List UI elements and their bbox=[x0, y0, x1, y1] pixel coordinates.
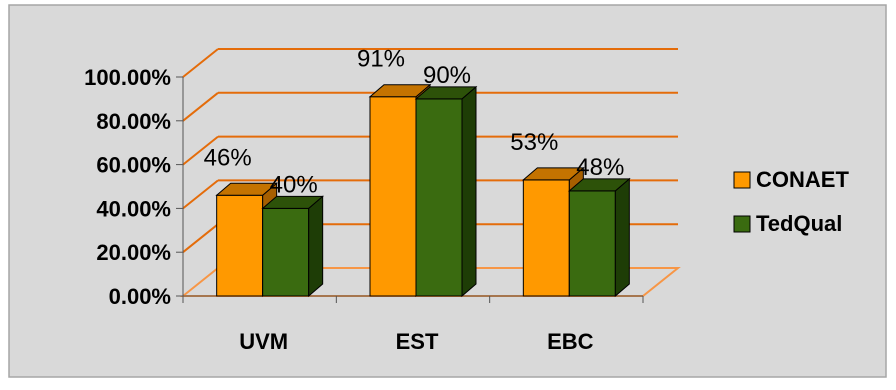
bar-side bbox=[461, 85, 477, 298]
gridline-wall bbox=[182, 135, 219, 166]
legend-swatch bbox=[733, 171, 751, 189]
bar-side bbox=[614, 177, 630, 298]
bar-top bbox=[368, 84, 432, 98]
data-label: 48% bbox=[576, 154, 624, 181]
y-tick-label: 40.00% bbox=[96, 196, 171, 221]
bar-tedqual-ebc bbox=[567, 177, 631, 298]
bar-top bbox=[414, 86, 478, 100]
bar-tedqual-uvm bbox=[261, 195, 325, 298]
bar-front bbox=[262, 207, 310, 297]
bar-front bbox=[568, 190, 616, 297]
gridline-wall bbox=[182, 48, 219, 78]
bar-side bbox=[308, 195, 324, 298]
y-tick-label: 80.00% bbox=[96, 109, 171, 134]
bar-top bbox=[215, 182, 279, 196]
legend: CONAET TedQual bbox=[733, 167, 849, 236]
x-tick-label: UVM bbox=[239, 329, 288, 354]
y-tick-label: 100.00% bbox=[84, 65, 171, 90]
data-label: 40% bbox=[270, 171, 318, 198]
data-label: 53% bbox=[510, 129, 558, 156]
data-labels: 46% 40% 91% 90% 53% 48% bbox=[204, 46, 625, 199]
bar-front bbox=[415, 98, 463, 297]
bars bbox=[215, 83, 631, 298]
legend-label: TedQual bbox=[756, 211, 842, 236]
data-label: 90% bbox=[423, 62, 471, 89]
bar-front bbox=[522, 179, 570, 297]
gridline-wall bbox=[182, 223, 219, 253]
bar-front bbox=[369, 96, 417, 297]
y-tick-label: 20.00% bbox=[96, 240, 171, 265]
legend-swatch bbox=[733, 215, 751, 233]
bar-front bbox=[216, 194, 264, 297]
x-tick-label: EST bbox=[396, 329, 439, 354]
data-label: 91% bbox=[357, 46, 405, 73]
bar-top bbox=[521, 167, 585, 181]
gridline-wall bbox=[182, 179, 219, 210]
y-tick-label: 60.00% bbox=[96, 153, 171, 178]
bar-top bbox=[567, 178, 631, 192]
x-tick-label: EBC bbox=[547, 329, 594, 354]
y-tick-label: 0.00% bbox=[109, 284, 171, 309]
bar-tedqual-est bbox=[414, 85, 478, 298]
legend-label: CONAET bbox=[756, 167, 849, 192]
data-label: 46% bbox=[204, 144, 252, 171]
gridline-wall bbox=[182, 92, 219, 122]
bar-top bbox=[261, 195, 325, 209]
